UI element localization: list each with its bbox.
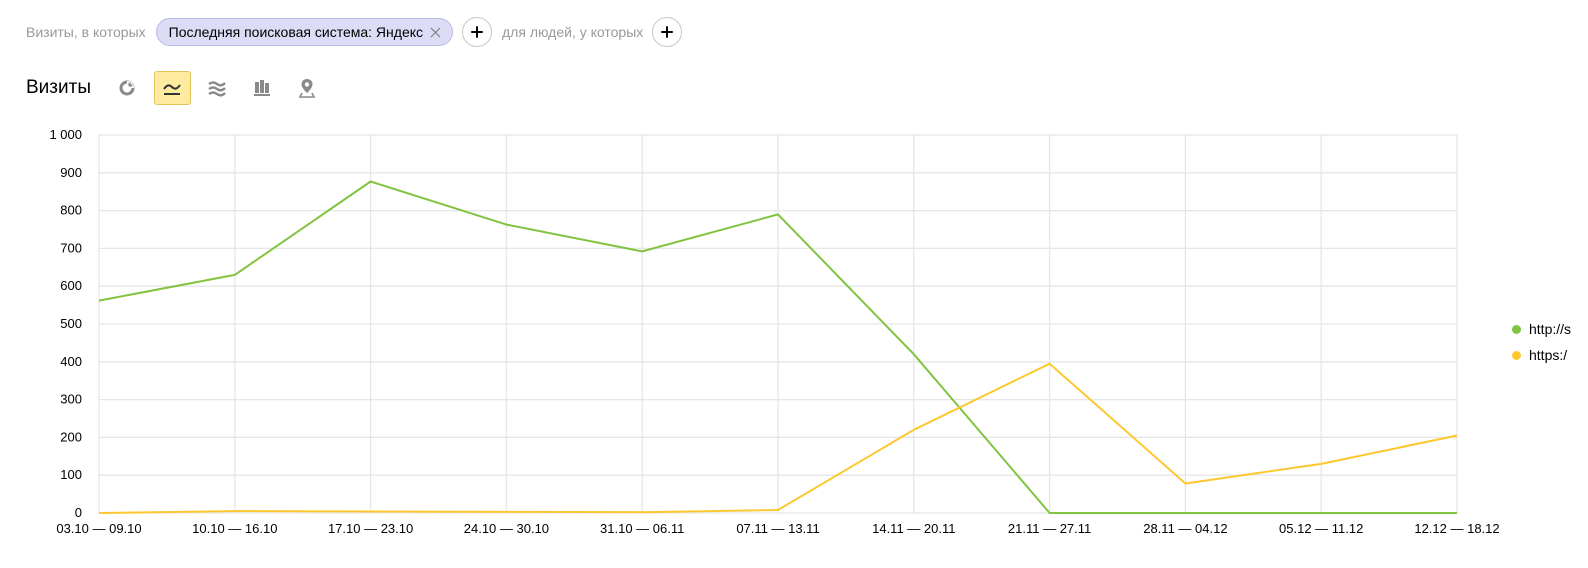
y-tick-label: 1 000: [49, 127, 82, 142]
legend-item-series-1[interactable]: http://s: [1512, 316, 1588, 342]
legend-marker-series-2: [1512, 350, 1521, 360]
search-engine-filter-chip[interactable]: Последняя поисковая система: Яндекс: [155, 18, 454, 46]
chart-type-pie-button[interactable]: [109, 71, 146, 105]
chart-type-bar-button[interactable]: [244, 71, 281, 105]
x-tick-label: 03.10 — 09.10: [56, 521, 141, 536]
x-tick-label: 17.10 — 23.10: [328, 521, 413, 536]
x-tick-label: 31.10 — 06.11: [600, 521, 684, 536]
bar-chart-icon: [254, 80, 271, 96]
chart-legend: http://s https:/: [1512, 316, 1588, 368]
y-tick-label: 900: [60, 165, 82, 180]
segment-filter-bar: Визиты, в которых Последняя поисковая си…: [26, 16, 692, 48]
line-chart-icon: [163, 84, 182, 95]
series-line-2: [98, 362, 1458, 514]
pie-chart-icon: [119, 80, 135, 96]
page-title: Визиты: [26, 77, 91, 98]
y-tick-label: 200: [60, 429, 82, 444]
chart-type-line-button[interactable]: [153, 71, 191, 105]
x-tick-label: 21.11 — 27.11: [1008, 521, 1091, 536]
x-tick-label: 07.11 — 13.11: [736, 521, 819, 536]
y-tick-label: 100: [60, 467, 82, 482]
close-icon[interactable]: [430, 27, 441, 38]
add-visit-condition-button[interactable]: [462, 17, 493, 47]
x-tick-label: 28.11 — 04.12: [1143, 521, 1227, 536]
x-tick-label: 10.10 — 16.10: [192, 521, 277, 536]
y-tick-label: 300: [60, 392, 82, 407]
x-tick-label: 05.12 — 11.12: [1279, 521, 1363, 536]
x-tick-label: 14.11 — 20.11: [872, 521, 955, 536]
y-tick-label: 800: [60, 203, 82, 218]
y-tick-label: 0: [75, 505, 82, 520]
visits-chart: 0 100 200 300 400 500 600 700 800 900 1 000 03.10 —…: [0, 118, 1588, 548]
series-line-1: [98, 180, 1457, 514]
add-people-condition-button[interactable]: [652, 17, 683, 47]
line-chart: 0 100 200 300 400 500 600 700 800 900 1 000 03.10 —…: [49, 127, 1499, 536]
chart-type-map-button[interactable]: [289, 71, 326, 105]
y-tick-label: 400: [60, 354, 82, 369]
filter-chip-label: Последняя поисковая система: Яндекс: [168, 24, 424, 40]
legend-marker-series-1: [1512, 324, 1521, 334]
y-tick-label: 500: [60, 316, 82, 331]
legend-label-series-2: https:/: [1529, 347, 1568, 363]
chart-type-area-button[interactable]: [199, 71, 236, 105]
y-tick-label: 600: [60, 278, 82, 293]
x-tick-label: 12.12 — 18.12: [1414, 521, 1499, 536]
x-tick-label: 24.10 — 30.10: [464, 521, 549, 536]
y-tick-label: 700: [60, 240, 82, 255]
legend-label-series-1: http://s: [1529, 321, 1572, 337]
map-icon: [299, 79, 316, 98]
chart-header: Визиты: [26, 70, 334, 106]
filter-people-label: для людей, у которых: [502, 24, 644, 40]
area-chart-icon: [208, 81, 227, 97]
legend-item-series-2[interactable]: https:/: [1512, 342, 1588, 368]
filter-prefix-label: Визиты, в которых: [26, 24, 146, 40]
